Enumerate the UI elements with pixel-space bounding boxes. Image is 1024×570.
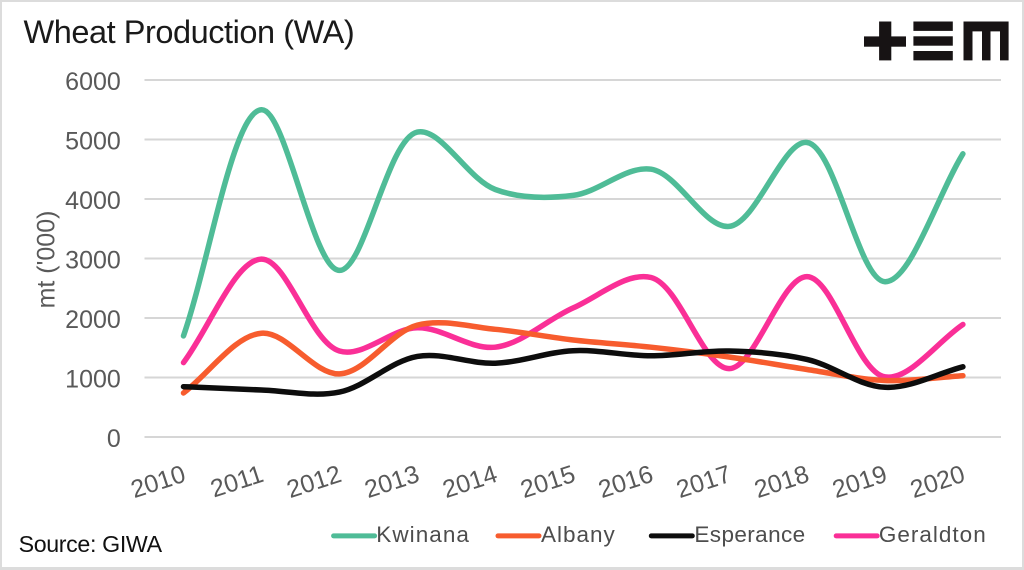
svg-text:2013: 2013 xyxy=(361,460,423,504)
svg-text:mt ('000): mt ('000) xyxy=(33,211,61,309)
svg-text:2017: 2017 xyxy=(673,460,735,504)
svg-text:2016: 2016 xyxy=(595,460,657,504)
svg-text:5000: 5000 xyxy=(65,127,121,155)
svg-text:2019: 2019 xyxy=(829,460,891,504)
svg-text:2018: 2018 xyxy=(751,460,813,504)
svg-text:6000: 6000 xyxy=(65,68,121,96)
svg-text:2012: 2012 xyxy=(283,460,345,504)
svg-text:2011: 2011 xyxy=(207,460,267,503)
svg-text:4000: 4000 xyxy=(65,187,121,215)
svg-text:2010: 2010 xyxy=(127,460,189,504)
svg-text:2020: 2020 xyxy=(907,460,969,504)
svg-text:2014: 2014 xyxy=(439,460,501,504)
svg-text:Esperance: Esperance xyxy=(694,522,805,547)
svg-text:3000: 3000 xyxy=(65,246,121,274)
svg-text:1000: 1000 xyxy=(65,365,121,393)
svg-text:0: 0 xyxy=(107,425,121,453)
svg-text:Geraldton: Geraldton xyxy=(879,522,987,547)
svg-text:Kwinana: Kwinana xyxy=(376,522,470,547)
svg-text:2000: 2000 xyxy=(65,306,121,334)
svg-text:2015: 2015 xyxy=(517,460,579,504)
svg-text:Albany: Albany xyxy=(541,522,616,547)
